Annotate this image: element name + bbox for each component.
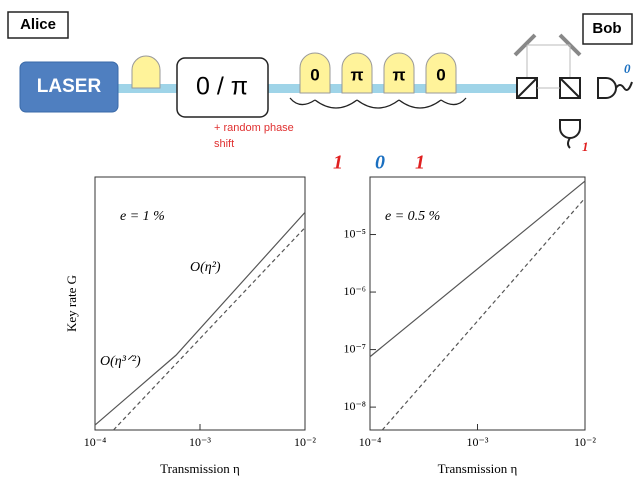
laser-label: LASER — [37, 76, 102, 97]
bit-label: 1 — [333, 152, 343, 174]
bit-label: 1 — [415, 152, 425, 174]
detector — [598, 78, 632, 98]
pulse — [132, 56, 160, 88]
phase-note: shift — [214, 138, 234, 150]
y-tick-label: 10⁻⁸ — [343, 399, 366, 413]
annotation: e = 1 % — [120, 209, 165, 224]
y-tick-label: 10⁻⁷ — [343, 341, 366, 355]
x-tick-label: 10⁻³ — [189, 435, 211, 449]
pulse-label: 0 — [436, 65, 445, 84]
figure: Alice Bob LASER 0 / π + random phase shi… — [0, 0, 640, 494]
y-tick-label: 10⁻⁶ — [343, 284, 366, 298]
x-axis-label: Transmission η — [160, 461, 240, 476]
annotation: O(η²) — [190, 260, 221, 275]
modulator-label: 0 / π — [196, 73, 248, 101]
setup-diagram: Alice Bob LASER 0 / π + random phase shi… — [8, 12, 632, 174]
detector-label: 0 — [624, 61, 631, 76]
annotation: e = 0.5 % — [385, 209, 440, 224]
x-tick-label: 10⁻⁴ — [359, 435, 382, 449]
detector — [560, 120, 580, 148]
interference-arcs — [290, 98, 466, 108]
phase-note: + random phase — [214, 122, 294, 134]
series-line — [370, 181, 585, 357]
x-axis-label: Transmission η — [438, 461, 518, 476]
pulse-label: 0 — [310, 65, 319, 84]
x-tick-label: 10⁻² — [294, 435, 316, 449]
x-tick-label: 10⁻⁴ — [84, 435, 107, 449]
series-line — [113, 228, 305, 430]
x-tick-label: 10⁻³ — [467, 435, 489, 449]
y-axis-label: Key rate G — [64, 275, 79, 332]
x-tick-label: 10⁻² — [574, 435, 596, 449]
pulse-label: π — [392, 65, 405, 84]
bit-label: 0 — [375, 152, 385, 174]
alice-label: Alice — [20, 16, 56, 33]
y-tick-label: 10⁻⁵ — [343, 226, 366, 240]
series-line — [95, 212, 305, 425]
detector-label: 1 — [582, 139, 589, 154]
series-line — [382, 198, 585, 430]
bob-label: Bob — [592, 20, 621, 37]
annotation: O(η³ᐟ²) — [100, 354, 141, 369]
beam-path — [527, 45, 570, 78]
pulse-label: π — [350, 65, 363, 84]
